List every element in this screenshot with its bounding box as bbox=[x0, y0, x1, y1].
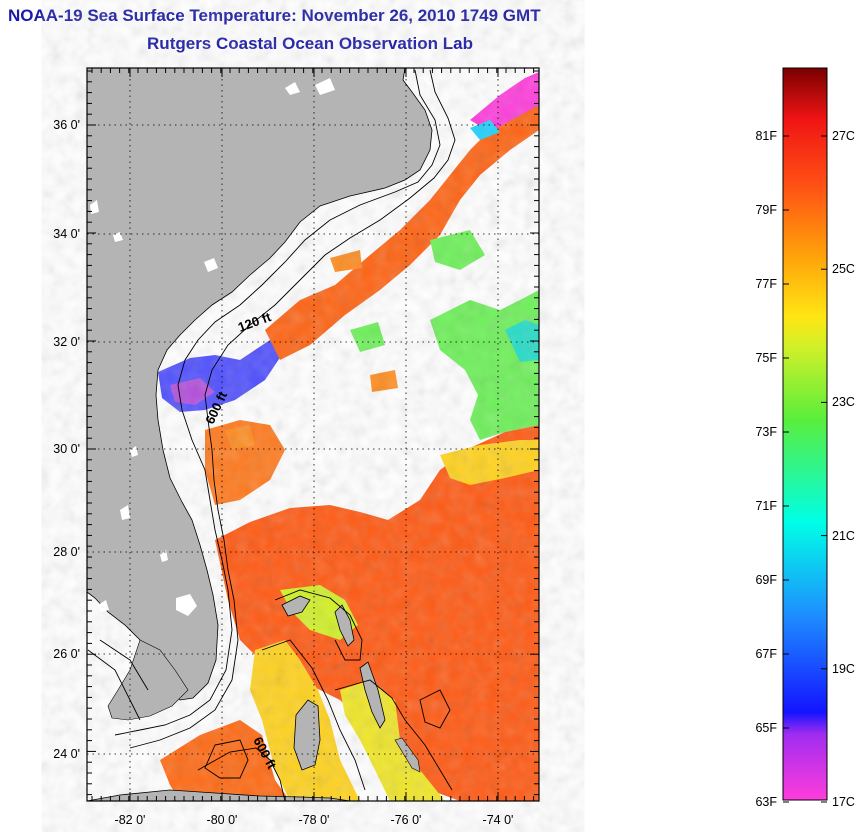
lon-label: -80 0' bbox=[207, 813, 238, 827]
colorbar-c-label: 21C bbox=[832, 529, 855, 543]
colorbar-f-label: 75F bbox=[755, 351, 777, 365]
lat-label: 36 0' bbox=[53, 118, 80, 132]
andros-island bbox=[293, 699, 321, 771]
grand-bahama-island bbox=[281, 595, 311, 617]
abaco-island bbox=[334, 604, 355, 647]
colorbar-gradient bbox=[782, 67, 828, 801]
lat-label: 34 0' bbox=[53, 227, 80, 241]
lat-label: 26 0' bbox=[53, 647, 80, 661]
lat-label: 30 0' bbox=[53, 442, 80, 456]
lat-label: 28 0' bbox=[53, 545, 80, 559]
colorbar-f-label: 67F bbox=[755, 647, 777, 661]
exuma-island bbox=[394, 737, 421, 773]
latitude-labels: 36 0' 34 0' 32 0' 30 0' 28 0' 26 0' 24 0… bbox=[53, 118, 80, 761]
axis-ticks bbox=[87, 68, 539, 801]
grid-lines bbox=[87, 68, 539, 801]
colorbar-f-label: 65F bbox=[755, 721, 777, 735]
lat-label: 24 0' bbox=[53, 747, 80, 761]
colorbar-f-label: 81F bbox=[755, 129, 777, 143]
colorbar: 81F 79F 77F 75F 73F 71F 69F 67F 65F 63F … bbox=[755, 67, 855, 809]
colorbar-f-label: 63F bbox=[755, 795, 777, 809]
colorbar-c-label: 25C bbox=[832, 262, 855, 276]
lon-label: -82 0' bbox=[115, 813, 146, 827]
lat-label: 32 0' bbox=[53, 335, 80, 349]
colorbar-f-label: 77F bbox=[755, 277, 777, 291]
map-subtitle: Rutgers Coastal Ocean Observation Lab bbox=[147, 34, 473, 53]
lon-label: -78 0' bbox=[299, 813, 330, 827]
colorbar-f-label: 71F bbox=[755, 499, 777, 513]
colorbar-f-label: 79F bbox=[755, 203, 777, 217]
colorbar-f-label: 73F bbox=[755, 425, 777, 439]
lake-okeechobee bbox=[176, 594, 197, 616]
lon-label: -76 0' bbox=[391, 813, 422, 827]
eleuthera-island bbox=[359, 661, 386, 729]
map-title: NOAA-19 Sea Surface Temperature: Novembe… bbox=[8, 6, 541, 25]
longitude-labels: -82 0' -80 0' -78 0' -76 0' -74 0' bbox=[115, 813, 514, 827]
colorbar-c-label: 23C bbox=[832, 395, 855, 409]
colorbar-ticks bbox=[783, 135, 827, 803]
colorbar-c-label: 27C bbox=[832, 129, 855, 143]
colorbar-c-label: 19C bbox=[832, 662, 855, 676]
colorbar-f-label: 69F bbox=[755, 573, 777, 587]
lon-label: -74 0' bbox=[483, 813, 514, 827]
colorbar-c-label: 17C bbox=[832, 795, 855, 809]
